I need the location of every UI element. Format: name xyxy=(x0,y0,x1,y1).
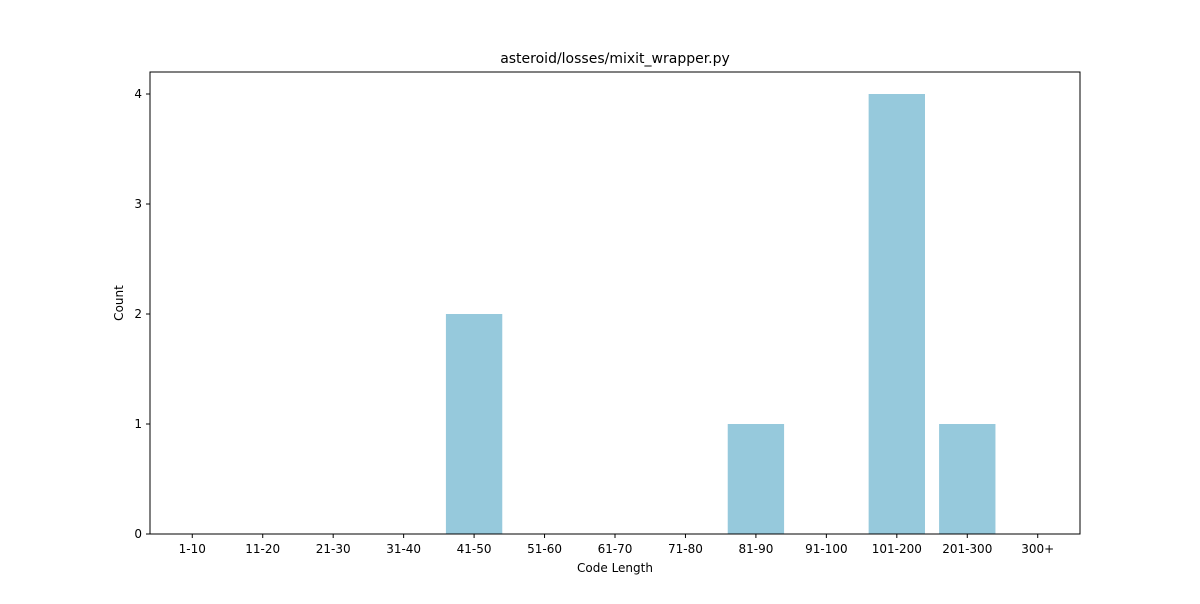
x-tick-label: 31-40 xyxy=(386,542,421,556)
x-tick-label: 300+ xyxy=(1021,542,1054,556)
x-axis: 1-10 11-20 21-30 31-40 41-50 51-60 61-70 71-80 8… xyxy=(179,534,1054,556)
bar-201-300 xyxy=(939,424,996,534)
x-tick-label: 71-80 xyxy=(668,542,703,556)
y-tick-label: 3 xyxy=(134,197,142,211)
x-tick-label: 101-200 xyxy=(872,542,922,556)
x-tick-label: 61-70 xyxy=(598,542,633,556)
y-tick-label: 2 xyxy=(134,307,142,321)
x-tick-label: 81-90 xyxy=(738,542,773,556)
y-axis: 0 1 2 3 4 xyxy=(134,87,150,541)
y-tick-label: 0 xyxy=(134,527,142,541)
x-tick-label: 201-300 xyxy=(942,542,992,556)
bar-101-200 xyxy=(868,94,925,534)
x-tick-label: 1-10 xyxy=(179,542,206,556)
x-tick-label: 21-30 xyxy=(316,542,351,556)
x-tick-label: 51-60 xyxy=(527,542,562,556)
y-tick-label: 1 xyxy=(134,417,142,431)
x-axis-label: Code Length xyxy=(577,561,653,575)
bars-layer xyxy=(445,94,996,534)
x-tick-label: 41-50 xyxy=(457,542,492,556)
y-tick-label: 4 xyxy=(134,87,142,101)
x-tick-label: 11-20 xyxy=(245,542,280,556)
x-tick-label: 91-100 xyxy=(805,542,848,556)
bar-81-90 xyxy=(727,424,785,534)
y-axis-label: Count xyxy=(112,285,126,321)
bar-41-50 xyxy=(445,314,503,534)
chart-title: asteroid/losses/mixit_wrapper.py xyxy=(500,51,730,67)
